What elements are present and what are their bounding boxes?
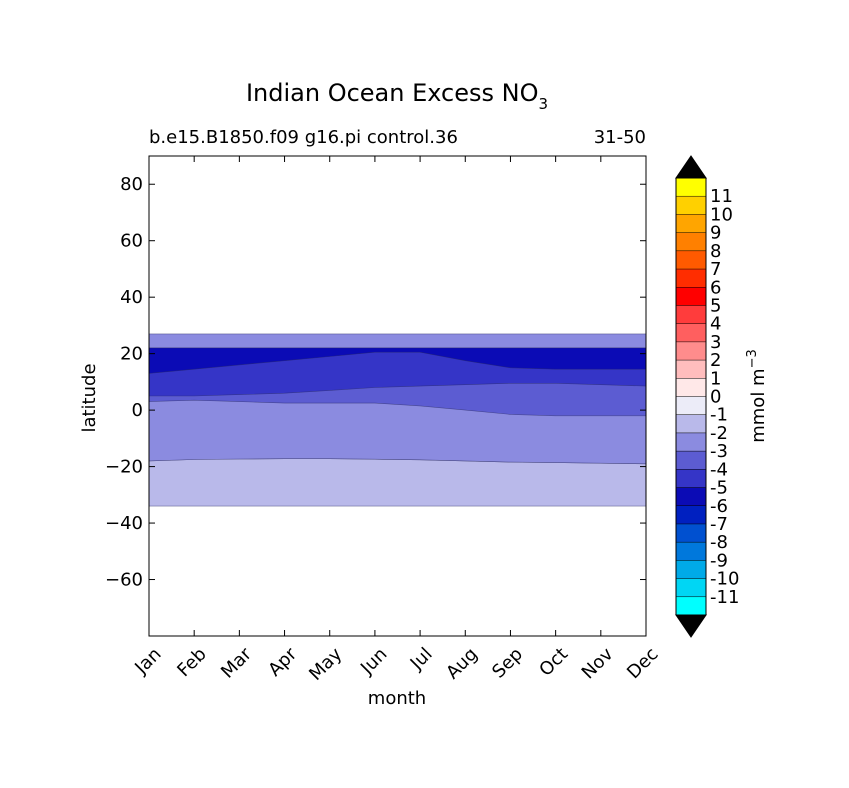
x-tick-label: Nov [578,643,618,683]
x-tick-label: Jul [406,644,437,675]
colorbar-segment [676,378,706,397]
y-tick-label: −40 [105,513,143,534]
colorbar-label-superscript: −3 [745,349,760,368]
subtitle-right: 31-50 [594,127,646,148]
colorbar-tick-label: 11 [710,186,733,207]
colorbar-tick-label: -1 [710,405,728,426]
x-tick-label: Feb [173,644,210,681]
x-tick-label: Jan [130,644,165,679]
colorbar-tick-label: -5 [710,478,728,499]
colorbar-segment [676,523,706,543]
colorbar-extend-min [675,614,707,638]
chart-title: Indian Ocean Excess NO3 [246,79,548,113]
colorbar-tick-label: 2 [710,350,721,371]
y-tick-label: 80 [120,174,143,195]
colorbar-tick-label: 4 [710,314,721,335]
x-tick-label: Mar [217,643,256,682]
y-tick-label: 40 [120,287,143,308]
colorbar-segment [676,269,706,288]
y-tick-label: 60 [120,231,143,252]
colorbar-segment [676,542,706,561]
colorbar-segment [676,341,706,361]
y-tick-label: 20 [120,344,143,365]
colorbar-segment [676,196,706,215]
colorbar-tick-label: -11 [710,587,739,608]
colorbar-segment [676,214,706,233]
colorbar-tick-label: -9 [710,550,728,571]
colorbar-tick-label: 1 [710,368,721,389]
colorbar-extend-max [675,155,707,179]
y-tick-label: −20 [105,457,143,478]
contour-region [148,458,647,507]
colorbar-tick-label: 8 [710,241,721,262]
y-tick-label: 0 [132,400,143,421]
colorbar-tick-label: -6 [710,496,728,517]
colorbar-segment [676,578,706,598]
contour-regions [148,333,647,507]
y-axis-label: latitude [79,363,100,432]
plot-frame [148,155,647,637]
colorbar-segment [676,414,706,434]
colorbar-segment [676,505,706,525]
colorbar-segment [676,451,706,470]
colorbar-label: mmol m−3 [745,349,769,443]
colorbar-tick-label: 9 [710,223,721,244]
x-axis-label: month [368,688,426,709]
colorbar-tick-label: 3 [710,332,721,353]
colorbar-segment [676,287,706,306]
x-tick-label: Dec [623,644,662,683]
colorbar-segment [676,232,706,252]
colorbar-tick-label: -3 [710,441,728,462]
x-tick-label: Apr [264,643,301,680]
colorbar-tick-label: -10 [710,569,739,590]
colorbar-tick-label: -4 [710,459,728,480]
colorbar-tick-label: 5 [710,295,721,316]
title-subscript: 3 [538,95,548,113]
colorbar-tick-label: 10 [710,204,733,225]
y-tick-label: −60 [105,570,143,591]
colorbar-segment [676,560,706,579]
colorbar-segment [676,396,706,416]
colorbar-frame [675,177,707,616]
colorbar-segment [676,178,706,197]
colorbar-segment [676,250,706,270]
y-axis: 80 60 40 20 0 −20 −40 −60 [105,174,646,591]
colorbar-tick-label: -8 [710,532,728,553]
x-tick-label: Sep [488,644,527,683]
x-tick-label: Jun [356,644,391,679]
plot-area: 80 60 40 20 0 −20 −40 −60 Jan Feb Mar Apr May Jun Jul… [105,155,663,685]
colorbar-segment [676,487,706,507]
colorbar-tick-label: 0 [710,387,721,408]
x-tick-label: Oct [535,644,572,681]
colorbar-tick-label: -7 [710,514,728,535]
x-tick-label: May [305,643,346,684]
colorbar-tick-label: -2 [710,423,728,444]
colorbar-segment [676,432,706,452]
colorbar-tick-label: 6 [710,277,721,298]
colorbar-tick-label: 7 [710,259,721,280]
colorbar-segment [676,596,706,616]
colorbar-segment [676,469,706,488]
x-tick-label: Aug [442,644,482,684]
subtitle-left: b.e15.B1850.f09 g16.pi control.36 [149,127,458,148]
colorbar-segment [676,360,706,379]
colorbar-segment [676,323,706,343]
colorbar-segment [676,305,706,324]
